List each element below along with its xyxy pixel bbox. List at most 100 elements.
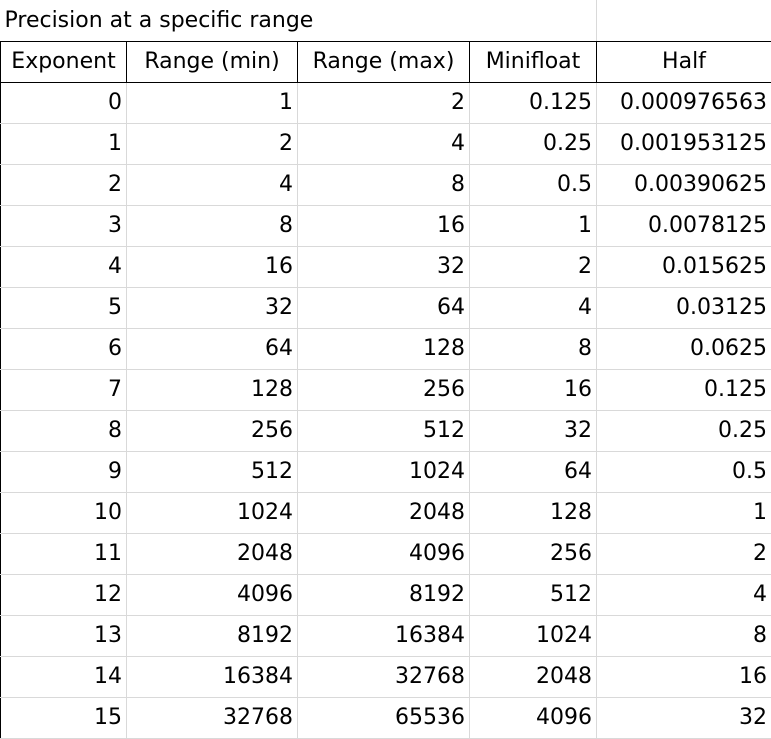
range-max-cell[interactable]: 32	[298, 247, 470, 288]
range-min-cell[interactable]: 4096	[127, 575, 298, 616]
half-cell[interactable]: 1	[597, 493, 771, 534]
range-min-cell[interactable]: 32	[127, 288, 298, 329]
column-header-exponent[interactable]: Exponent	[1, 42, 127, 83]
half-cell[interactable]: 2	[597, 534, 771, 575]
half-cell[interactable]: 0.000976563	[597, 83, 771, 124]
exponent-cell[interactable]: 12	[1, 575, 127, 616]
half-cell[interactable]: 0.125	[597, 370, 771, 411]
empty-cell[interactable]	[597, 0, 771, 42]
range-min-cell[interactable]: 512	[127, 452, 298, 493]
range-max-cell[interactable]: 8192	[298, 575, 470, 616]
minifloat-cell[interactable]: 4	[470, 288, 597, 329]
range-max-cell[interactable]: 64	[298, 288, 470, 329]
half-cell[interactable]: 0.00390625	[597, 165, 771, 206]
range-min-cell[interactable]: 2048	[127, 534, 298, 575]
range-min-cell[interactable]: 8	[127, 206, 298, 247]
half-cell[interactable]: 4	[597, 575, 771, 616]
half-cell[interactable]: 32	[597, 698, 771, 739]
minifloat-cell[interactable]: 2048	[470, 657, 597, 698]
exponent-cell[interactable]: 0	[1, 83, 127, 124]
range-max-cell[interactable]: 8	[298, 165, 470, 206]
range-max-cell[interactable]: 512	[298, 411, 470, 452]
table-title[interactable]: Precision at a specific range	[1, 0, 470, 42]
range-max-cell[interactable]: 256	[298, 370, 470, 411]
range-min-cell[interactable]: 8192	[127, 616, 298, 657]
minifloat-cell[interactable]: 1	[470, 206, 597, 247]
range-min-cell[interactable]: 256	[127, 411, 298, 452]
range-min-cell[interactable]: 2	[127, 124, 298, 165]
exponent-cell[interactable]: 11	[1, 534, 127, 575]
exponent-cell[interactable]: 10	[1, 493, 127, 534]
range-max-cell[interactable]: 128	[298, 329, 470, 370]
minifloat-cell[interactable]: 512	[470, 575, 597, 616]
range-min-cell[interactable]: 1024	[127, 493, 298, 534]
exponent-cell[interactable]: 14	[1, 657, 127, 698]
range-max-cell[interactable]: 2048	[298, 493, 470, 534]
column-header-range-max[interactable]: Range (max)	[298, 42, 470, 83]
empty-cell[interactable]	[470, 0, 597, 42]
range-max-cell[interactable]: 16384	[298, 616, 470, 657]
range-max-cell[interactable]: 4096	[298, 534, 470, 575]
range-min-cell[interactable]: 1	[127, 83, 298, 124]
minifloat-cell[interactable]: 0.125	[470, 83, 597, 124]
range-max-cell[interactable]: 16	[298, 206, 470, 247]
column-header-minifloat[interactable]: Minifloat	[470, 42, 597, 83]
minifloat-cell[interactable]: 64	[470, 452, 597, 493]
exponent-cell[interactable]: 9	[1, 452, 127, 493]
half-cell[interactable]: 0.0078125	[597, 206, 771, 247]
exponent-cell[interactable]: 2	[1, 165, 127, 206]
exponent-cell[interactable]: 8	[1, 411, 127, 452]
half-cell[interactable]: 8	[597, 616, 771, 657]
exponent-cell[interactable]: 3	[1, 206, 127, 247]
half-cell[interactable]: 0.001953125	[597, 124, 771, 165]
range-min-cell[interactable]: 32768	[127, 698, 298, 739]
range-max-cell[interactable]: 4	[298, 124, 470, 165]
range-max-cell[interactable]: 32768	[298, 657, 470, 698]
exponent-cell[interactable]: 1	[1, 124, 127, 165]
minifloat-cell[interactable]: 4096	[470, 698, 597, 739]
exponent-cell[interactable]: 6	[1, 329, 127, 370]
column-header-half[interactable]: Half	[597, 42, 771, 83]
minifloat-cell[interactable]: 2	[470, 247, 597, 288]
range-min-cell[interactable]: 64	[127, 329, 298, 370]
minifloat-cell[interactable]: 32	[470, 411, 597, 452]
column-header-range-min[interactable]: Range (min)	[127, 42, 298, 83]
half-cell[interactable]: 0.5	[597, 452, 771, 493]
exponent-cell[interactable]: 13	[1, 616, 127, 657]
exponent-cell[interactable]: 4	[1, 247, 127, 288]
minifloat-cell[interactable]: 1024	[470, 616, 597, 657]
range-min-cell[interactable]: 128	[127, 370, 298, 411]
exponent-cell[interactable]: 7	[1, 370, 127, 411]
minifloat-cell[interactable]: 128	[470, 493, 597, 534]
minifloat-cell[interactable]: 8	[470, 329, 597, 370]
half-cell[interactable]: 0.03125	[597, 288, 771, 329]
half-cell[interactable]: 16	[597, 657, 771, 698]
minifloat-cell[interactable]: 0.5	[470, 165, 597, 206]
range-max-cell[interactable]: 1024	[298, 452, 470, 493]
exponent-cell[interactable]: 5	[1, 288, 127, 329]
minifloat-cell[interactable]: 0.25	[470, 124, 597, 165]
half-cell[interactable]: 0.25	[597, 411, 771, 452]
exponent-cell[interactable]: 15	[1, 698, 127, 739]
range-min-cell[interactable]: 16	[127, 247, 298, 288]
half-cell[interactable]: 0.0625	[597, 329, 771, 370]
range-min-cell[interactable]: 4	[127, 165, 298, 206]
minifloat-cell[interactable]: 16	[470, 370, 597, 411]
minifloat-cell[interactable]: 256	[470, 534, 597, 575]
range-max-cell[interactable]: 2	[298, 83, 470, 124]
range-max-cell[interactable]: 65536	[298, 698, 470, 739]
half-cell[interactable]: 0.015625	[597, 247, 771, 288]
range-min-cell[interactable]: 16384	[127, 657, 298, 698]
